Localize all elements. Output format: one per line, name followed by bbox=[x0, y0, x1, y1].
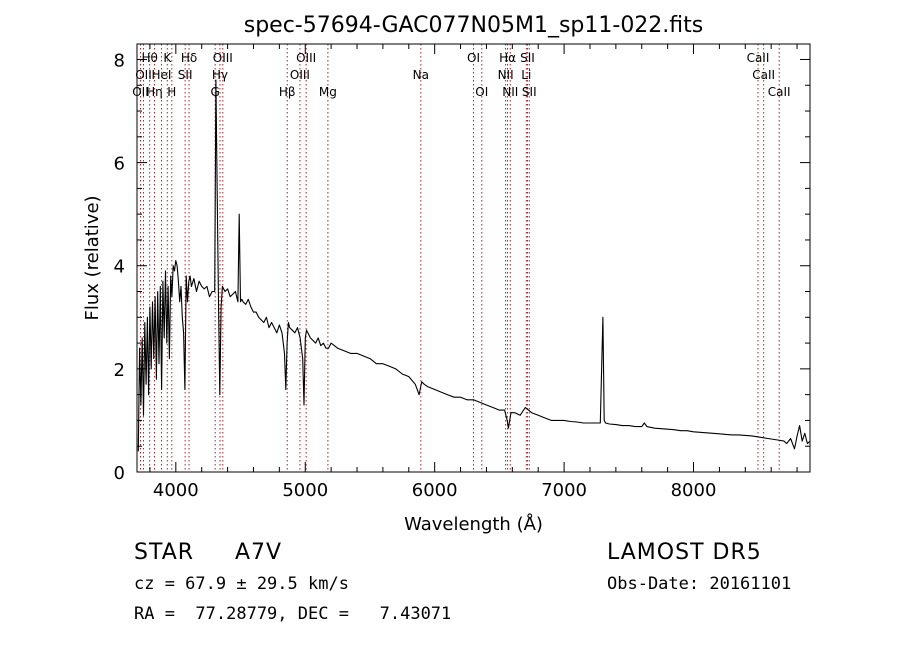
line-label-26: CaII bbox=[752, 68, 775, 82]
y-tick-label: 2 bbox=[114, 360, 125, 381]
line-label-12: Hβ bbox=[279, 85, 296, 99]
line-label-7: SII bbox=[178, 68, 193, 82]
line-label-15: Mg bbox=[319, 85, 337, 99]
y-tick-label: 8 bbox=[114, 50, 125, 71]
x-tick-label: 5000 bbox=[282, 480, 328, 501]
y-tick-label: 4 bbox=[114, 257, 125, 278]
line-label-0: OII bbox=[132, 85, 149, 99]
line-label-8: Hδ bbox=[181, 51, 197, 65]
y-tick-label: 0 bbox=[114, 463, 125, 484]
line-label-10: Hγ bbox=[212, 68, 228, 82]
line-label-14: OIII bbox=[296, 51, 316, 65]
ra-dec-coordinates: RA = 77.28779, DEC = 7.43071 bbox=[134, 604, 452, 624]
observation-date: Obs-Date: 20161101 bbox=[607, 574, 792, 594]
line-label-5: K bbox=[163, 51, 172, 65]
line-label-9: G bbox=[211, 85, 220, 99]
line-label-3: Hη bbox=[146, 85, 163, 99]
line-label-11: OIII bbox=[213, 51, 233, 65]
x-axis-label: Wavelength (Å) bbox=[404, 513, 543, 535]
x-tick-label: 8000 bbox=[671, 480, 717, 501]
x-tick-label: 4000 bbox=[153, 480, 199, 501]
x-tick-label: 7000 bbox=[541, 480, 587, 501]
line-label-18: OI bbox=[475, 85, 488, 99]
line-label-19: NII bbox=[498, 68, 514, 82]
line-label-2: Hθ bbox=[141, 51, 157, 65]
chart-title: spec-57694-GAC077N05M1_sp11-022.fits bbox=[244, 13, 704, 38]
line-label-24: SII bbox=[522, 85, 537, 99]
line-label-1: OII bbox=[135, 68, 152, 82]
line-label-22: Li bbox=[521, 68, 531, 82]
line-label-21: NII bbox=[502, 85, 518, 99]
survey-name: LAMOST DR5 bbox=[607, 540, 762, 565]
line-label-16: Na bbox=[413, 68, 429, 82]
spectrum-line bbox=[137, 79, 811, 452]
y-axis-label: Flux (relative) bbox=[82, 195, 103, 320]
line-label-23: SII bbox=[520, 51, 535, 65]
line-label-20: Hα bbox=[499, 51, 516, 65]
line-label-13: OIII bbox=[290, 68, 310, 82]
redshift-velocity: cz = 67.9 ± 29.5 km/s bbox=[134, 574, 349, 594]
plot-frame bbox=[136, 43, 811, 473]
line-label-25: CaII bbox=[747, 51, 770, 65]
line-label-6: H bbox=[167, 85, 176, 99]
line-label-17: OI bbox=[467, 51, 480, 65]
x-tick-label: 6000 bbox=[412, 480, 458, 501]
object-class: STAR bbox=[134, 540, 195, 565]
spectral-subclass: A7V bbox=[235, 540, 283, 565]
y-tick-label: 6 bbox=[114, 154, 125, 175]
line-label-4: HeI bbox=[151, 68, 171, 82]
line-label-27: CaII bbox=[768, 85, 791, 99]
